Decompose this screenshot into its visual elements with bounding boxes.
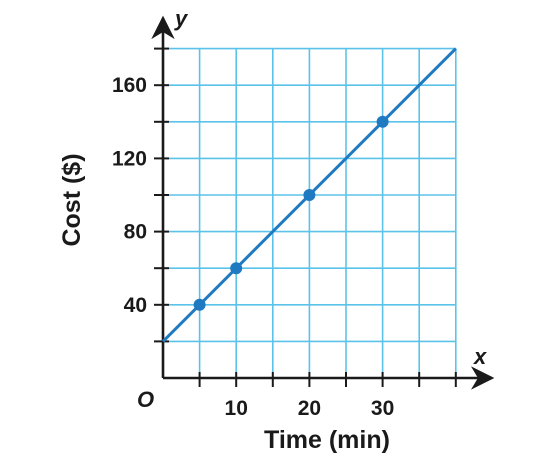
- x-axis-title: Time (min): [264, 426, 390, 454]
- x-tick-label: 30: [371, 397, 394, 420]
- grid: [163, 47, 457, 378]
- data-point: [193, 298, 206, 311]
- labels: Cost ($) Time (min) y x O: [58, 6, 487, 454]
- x-tick-label: 20: [298, 397, 321, 420]
- data-point: [376, 115, 389, 128]
- y-tick-label: 160: [112, 74, 147, 97]
- data-point: [230, 262, 243, 275]
- data-layer: [161, 47, 457, 343]
- y-axis-variable: y: [174, 6, 189, 31]
- data-point: [303, 189, 316, 201]
- origin-label: O: [137, 387, 154, 412]
- y-tick-label: 80: [124, 221, 147, 244]
- x-tick-label: 10: [225, 397, 248, 420]
- y-tick-label: 120: [112, 147, 147, 170]
- y-axis-title: Cost ($): [58, 153, 86, 246]
- y-tick-label: 40: [124, 294, 147, 317]
- axes: 10 20 30 40 80 120 160: [112, 15, 495, 420]
- x-axis-variable: x: [473, 344, 487, 369]
